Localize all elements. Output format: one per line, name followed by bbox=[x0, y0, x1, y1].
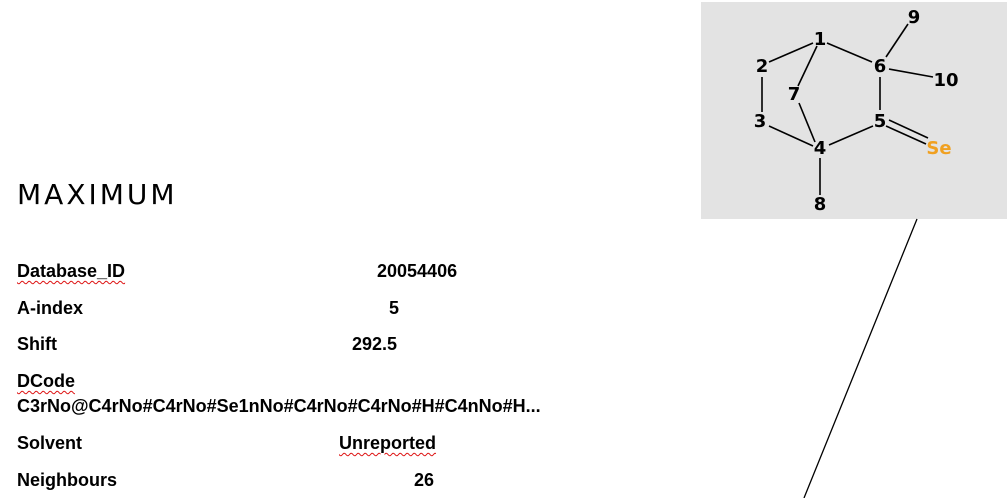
atom-label-7: 7 bbox=[788, 84, 801, 105]
bond-6-10 bbox=[888, 68, 934, 78]
a-index-value: 5 bbox=[389, 298, 400, 318]
dcode-value: C3rNo@C4rNo#C4rNo#Se1nNo#C4rNo#C4rNo#H#C… bbox=[17, 396, 541, 416]
database-id-label: Database_ID bbox=[17, 261, 126, 281]
shift-value: 292.5 bbox=[352, 334, 398, 354]
dcode-label: DCode bbox=[17, 371, 75, 391]
bond-5-se-b bbox=[888, 119, 929, 139]
page-title: MAXIMUM bbox=[17, 178, 178, 211]
bond-1-2 bbox=[768, 42, 814, 63]
neighbours-value: 26 bbox=[414, 470, 435, 490]
a-index-label: A-index bbox=[17, 298, 84, 318]
atom-label-2: 2 bbox=[756, 56, 769, 77]
atom-label-10: 10 bbox=[933, 70, 958, 91]
solvent-label: Solvent bbox=[17, 433, 83, 453]
bond-4-5 bbox=[828, 125, 874, 146]
molecule-structure: 1 2 3 4 5 6 7 8 9 10 Se bbox=[701, 2, 1007, 219]
database-id-value: 20054406 bbox=[377, 261, 458, 281]
bond-7-4 bbox=[798, 102, 816, 143]
atom-label-9: 9 bbox=[908, 7, 921, 28]
atom-label-1: 1 bbox=[814, 29, 827, 50]
atom-label-6: 6 bbox=[874, 56, 887, 77]
bond-5-se-a bbox=[885, 125, 927, 145]
solvent-value: Unreported bbox=[339, 433, 437, 453]
neighbours-label: Neighbours bbox=[17, 470, 118, 490]
bond-6-1 bbox=[826, 42, 873, 63]
shift-label: Shift bbox=[17, 334, 57, 354]
molecule-diagram: 1 2 3 4 5 6 7 8 9 10 Se bbox=[754, 7, 959, 215]
atom-label-3: 3 bbox=[754, 111, 767, 132]
bond-6-9 bbox=[885, 23, 909, 58]
bond-3-4 bbox=[768, 125, 814, 147]
bond-1-7 bbox=[797, 45, 818, 87]
atom-label-4: 4 bbox=[814, 138, 827, 159]
atom-label-5: 5 bbox=[874, 111, 887, 132]
atom-label-se: Se bbox=[926, 138, 951, 159]
atom-label-8: 8 bbox=[814, 194, 827, 215]
